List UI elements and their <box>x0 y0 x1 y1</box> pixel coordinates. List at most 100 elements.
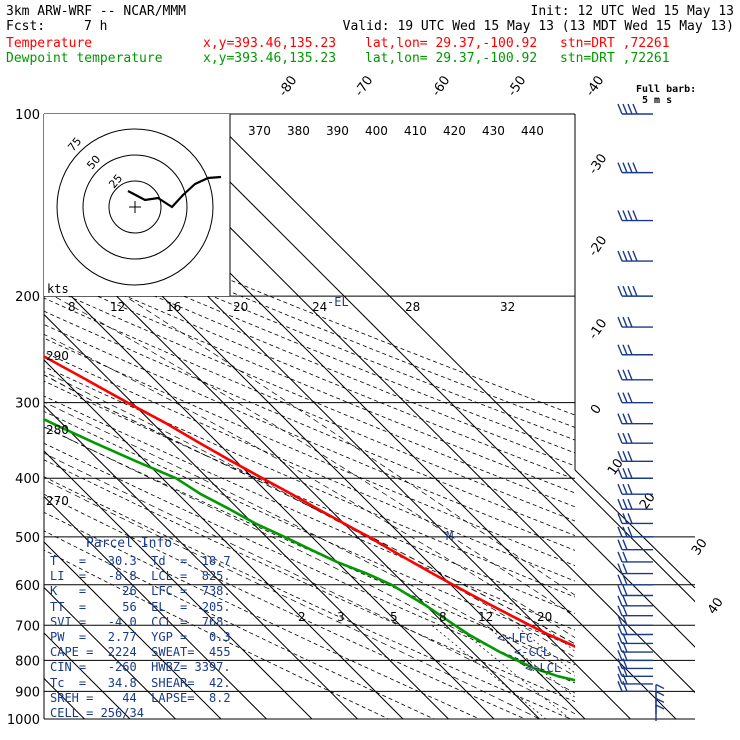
wind-barb <box>617 526 653 538</box>
wind-barb-flag <box>655 704 665 710</box>
parcel-info-row: TT = 56 EL = 205. <box>50 599 231 614</box>
dry-adiabat <box>44 272 575 494</box>
mixing-ratio-label: 5 <box>390 610 398 624</box>
wind-barb-flag <box>655 697 665 703</box>
dry-adiabat <box>44 380 575 614</box>
wind-barb-feather <box>617 103 623 115</box>
parcel-info-rows: T = 30.3 Td = 18.7 LI = -8.8 LCL = 825. K … <box>50 554 240 721</box>
wind-barb-feather <box>617 498 623 510</box>
dry-adiabat <box>44 310 575 536</box>
model-title: 3km ARW-WRF -- NCAR/MMM <box>6 4 187 19</box>
wind-barb-feather <box>627 467 633 479</box>
legend-temperature: Temperature <box>6 36 93 51</box>
wind-barb <box>617 539 653 551</box>
legend-temp-stn: stn=DRT ,72261 <box>560 36 670 51</box>
isotherm-line <box>44 114 358 719</box>
hodograph-bg <box>44 114 230 296</box>
wind-barb-feather <box>622 285 628 297</box>
wind-barb-feather <box>622 595 628 607</box>
wind-barb-feather <box>627 285 633 297</box>
wind-barb-feather <box>622 641 628 653</box>
wind-barb-feather <box>617 673 623 685</box>
wind-barb <box>617 162 653 174</box>
barb-legend-line2: 5 m s <box>642 95 673 106</box>
pressure-label: 100 <box>15 108 40 123</box>
wind-barb-feather <box>627 513 633 524</box>
wind-barb <box>617 498 653 510</box>
wind-barb-feather <box>622 432 628 444</box>
isotherm-line <box>44 114 495 719</box>
isotherm-label: -60 <box>429 73 453 99</box>
parcel-info-row: CAPE = 2224 SWEAT= 455 <box>50 645 231 660</box>
mixing-ratio-label: 3 <box>337 610 345 624</box>
wind-barb-feather <box>622 574 628 586</box>
wind-barb-feather <box>627 498 633 510</box>
legend-dew-xy: x,y=393.46,135.23 <box>203 51 337 66</box>
mixing-ratio-line <box>515 625 575 674</box>
isotherm-line <box>44 114 449 719</box>
theta-label: 370 <box>248 124 271 138</box>
wind-barbs <box>617 103 665 721</box>
wind-barb-feather <box>617 316 623 328</box>
theta-label: 420 <box>443 124 466 138</box>
theta-side-label: 280 <box>46 423 69 437</box>
dry-adiabat <box>44 337 575 567</box>
mixing-ratio-line <box>454 625 571 719</box>
legend-dew-latlon: lat,lon= 29.37,-100.92 <box>365 51 538 66</box>
wind-barb-feather <box>622 250 628 262</box>
m-marker: M <box>446 529 454 543</box>
wind-barb <box>617 574 653 586</box>
wind-barb <box>617 344 653 356</box>
moist-adiabat <box>44 479 540 719</box>
wind-barb-feather <box>632 285 638 297</box>
wind-barb-feather <box>617 250 623 262</box>
wind-barb-flag <box>655 690 665 697</box>
theta-label: 380 <box>287 124 310 138</box>
wind-barb <box>617 650 653 662</box>
wind-barb <box>617 483 653 495</box>
isotherm-label: -50 <box>505 73 529 99</box>
wind-barb-feather <box>627 103 633 115</box>
wind-barb <box>617 316 653 328</box>
theta-label: 440 <box>521 124 544 138</box>
wind-barb <box>617 615 653 626</box>
pressure-label: 200 <box>15 290 40 305</box>
mixing-ratio-label: 2 <box>298 610 306 624</box>
wind-barb-feather <box>617 344 623 356</box>
wind-barb <box>617 285 653 297</box>
wind-barb <box>617 605 653 617</box>
wind-barb-feather <box>622 539 628 550</box>
wind-barb-feather <box>627 344 633 356</box>
dry-adiabat <box>44 351 575 582</box>
dry-adiabat <box>44 297 575 522</box>
wind-barb-feather <box>622 210 628 221</box>
wind-barb-feather <box>627 413 633 424</box>
barb-legend-line1: Full barb: <box>636 84 697 95</box>
mixing-ratio-line <box>485 625 575 698</box>
pressure-label: 600 <box>15 579 40 594</box>
wind-barb <box>617 658 653 670</box>
wind-barb-feather <box>617 633 623 644</box>
wind-barb-feather <box>617 413 623 424</box>
wind-barb <box>617 513 653 525</box>
wind-barb-feather <box>632 103 638 115</box>
parcel-info-row: SVI = -4.0 CCL = 768. <box>50 614 231 629</box>
isotherm-label: -30 <box>586 151 610 177</box>
wind-barb-feather <box>627 432 633 444</box>
theta-side-label: 290 <box>46 349 69 363</box>
dry-adiabat <box>44 549 390 719</box>
wind-barb-feather <box>617 539 623 550</box>
wind-barb-feather <box>622 551 628 563</box>
dry-adiabat <box>44 426 575 666</box>
wind-barb <box>617 451 653 462</box>
isotherm-line <box>44 114 540 719</box>
wind-barb-feather <box>627 369 633 381</box>
hodograph-units: kts <box>47 282 69 296</box>
isotherm-line <box>207 114 695 719</box>
moist-adiabat <box>44 452 575 715</box>
legend-dewpoint: Dewpoint temperature <box>6 51 163 66</box>
isotherm-label: -70 <box>352 73 376 99</box>
wind-barb <box>617 633 653 645</box>
wind-barb-feather <box>632 250 638 262</box>
